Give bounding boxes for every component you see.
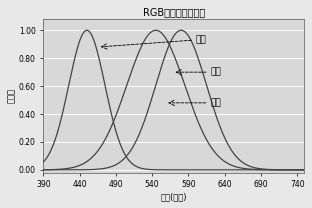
Y-axis label: 敏感度: 敏感度	[7, 88, 16, 103]
Text: 红色: 红色	[210, 68, 221, 77]
Title: RGB颜色光谱的叠加: RGB颜色光谱的叠加	[143, 7, 205, 17]
X-axis label: 波长(纳米): 波长(纳米)	[161, 192, 187, 201]
Text: 藍色: 藍色	[196, 36, 207, 45]
Text: 綠色: 綠色	[210, 98, 221, 107]
